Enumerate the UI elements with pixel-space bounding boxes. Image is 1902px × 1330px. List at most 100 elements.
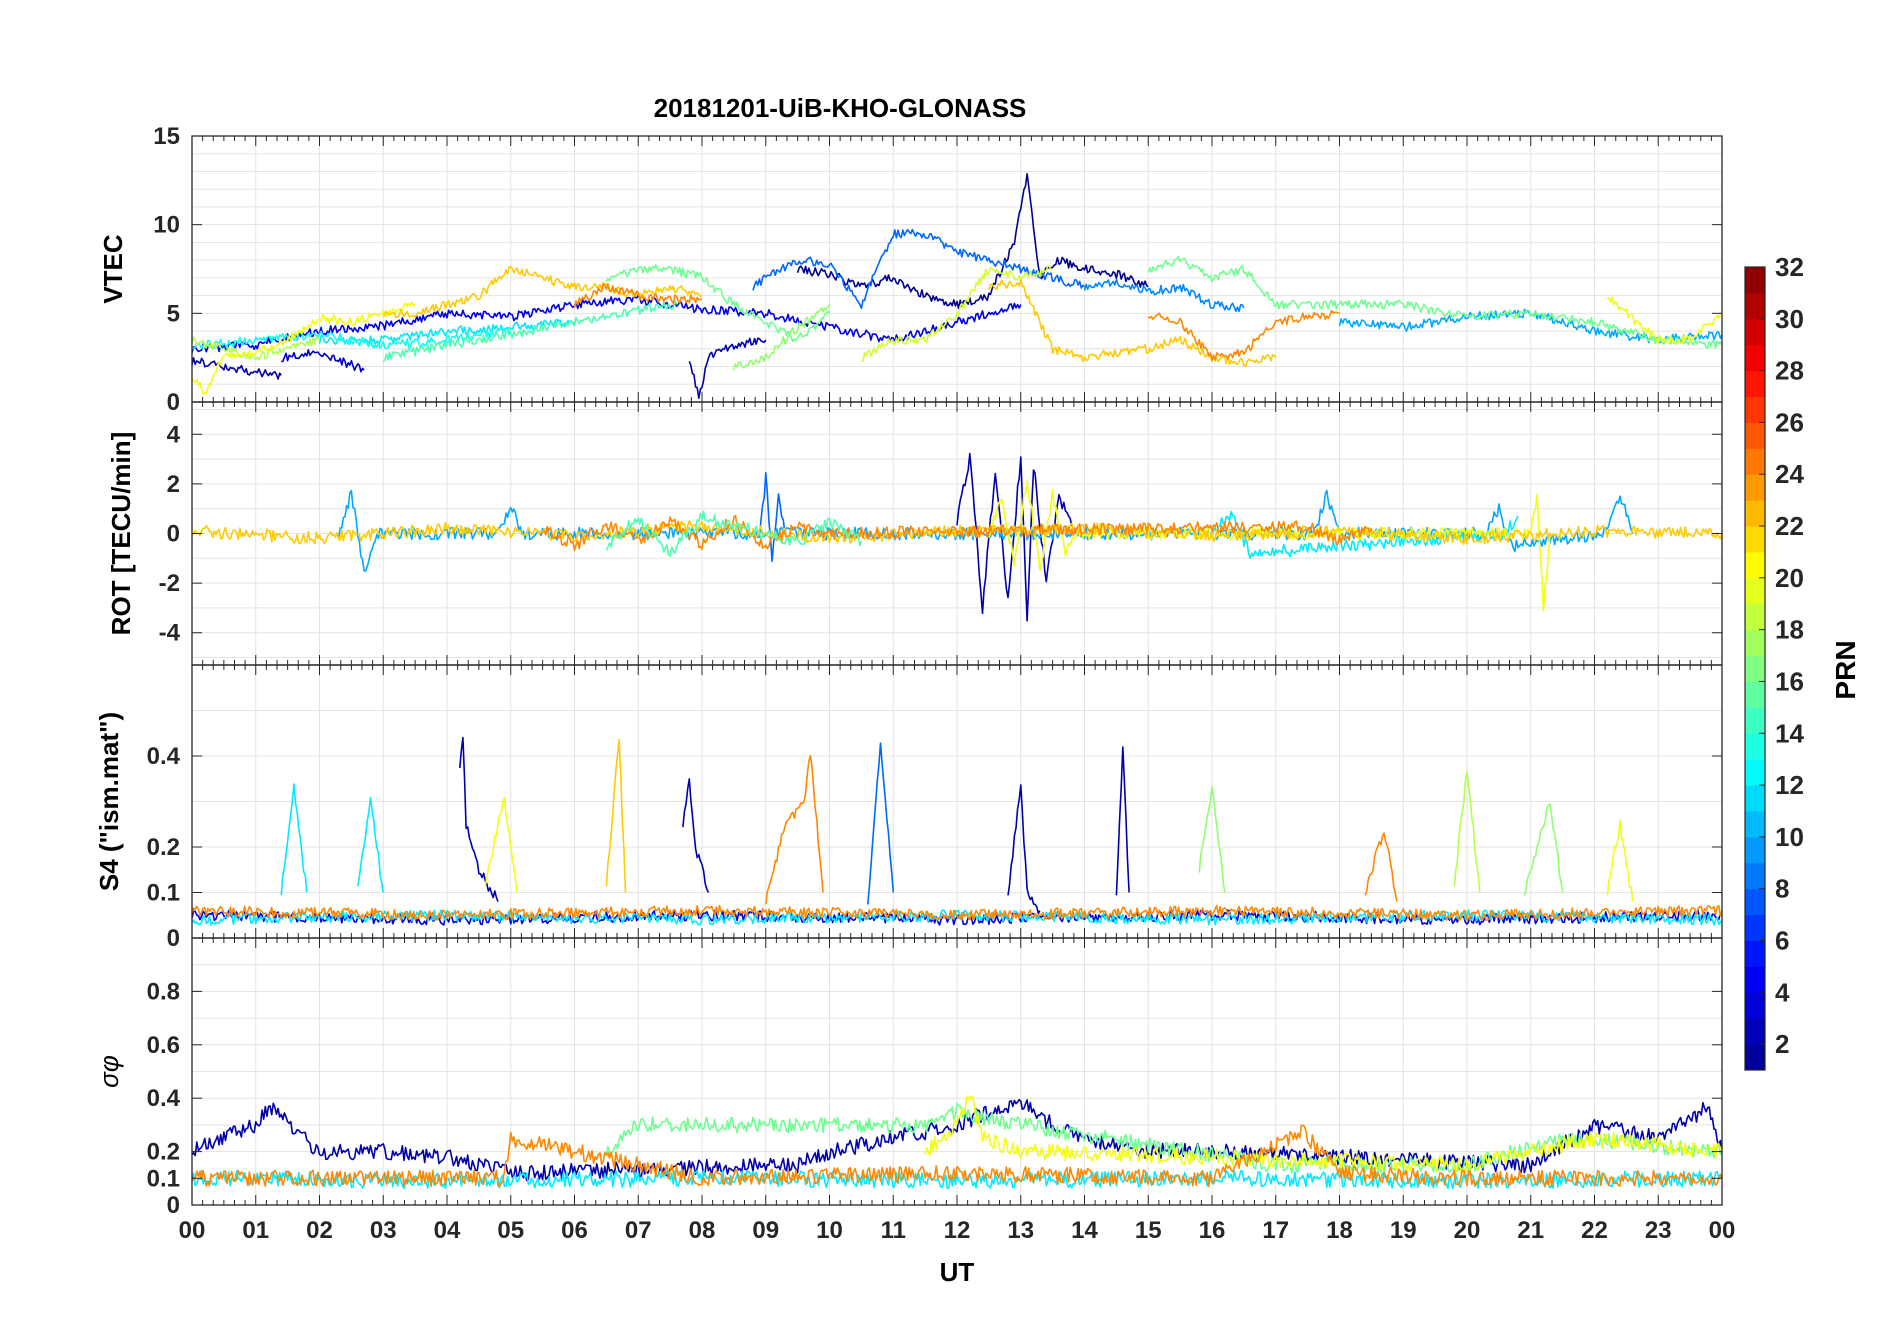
series-line-prn-2 <box>682 778 710 893</box>
colorbar-band <box>1745 862 1765 890</box>
panel-sigma_phi: 00.10.2 0.4 0.6 0.8 σφ <box>94 937 1723 1219</box>
x-tick-label: 22 <box>1581 1217 1608 1244</box>
y-tick-label: 0.1 <box>147 880 180 907</box>
x-tick-label: 20 <box>1454 1217 1481 1244</box>
x-tick-label: 17 <box>1262 1217 1289 1244</box>
series-line-prn-2 <box>459 736 499 902</box>
y-axis-label-VTEC: VTEC <box>98 234 128 304</box>
x-tick-label: 19 <box>1390 1217 1417 1244</box>
x-tick-label: 07 <box>625 1217 652 1244</box>
series-line-prn-22 <box>988 278 1277 368</box>
series-line-prn-24 <box>191 1124 1723 1188</box>
colorbar-tick-label: 32 <box>1775 252 1804 282</box>
series-line-prn-2 <box>956 452 1073 622</box>
series-line-prn-8 <box>758 471 786 563</box>
x-tick-label: 16 <box>1199 1217 1226 1244</box>
series-line-prn-16 <box>605 264 831 343</box>
colorbar-band <box>1745 603 1765 631</box>
series-line-prn-12 <box>357 796 385 893</box>
colorbar-band <box>1745 500 1765 527</box>
colorbar-band <box>1745 888 1765 916</box>
y-tick-label: 0 <box>167 925 180 952</box>
colorbar-band <box>1745 422 1765 449</box>
series-line-prn-24 <box>765 754 824 905</box>
colorbar-tick-label: 20 <box>1775 563 1804 593</box>
series-line-prn-12 <box>318 318 576 345</box>
series-line-prn-24 <box>573 283 703 309</box>
x-tick-label: 18 <box>1326 1217 1353 1244</box>
x-tick-label: 01 <box>242 1217 269 1244</box>
x-tick-label: 00 <box>1709 1217 1736 1244</box>
series-line-prn-24 <box>1147 309 1340 362</box>
series-line-prn-24 <box>1364 832 1398 902</box>
y-tick-label: 10 <box>153 212 180 239</box>
y-tick-label: 0 <box>167 389 180 416</box>
x-axis-label: UT <box>940 1257 975 1287</box>
colorbar-band <box>1745 448 1765 475</box>
panel-S4: 0 0.1 0.2 0.4 S4 ("ism.mat") <box>94 664 1723 952</box>
x-tick-label: 06 <box>561 1217 588 1244</box>
y-tick-label: 0.2 <box>147 834 180 861</box>
colorbar-tick-label: 4 <box>1775 977 1790 1007</box>
colorbar-tick-label: 6 <box>1775 925 1789 955</box>
x-tick-label: 05 <box>497 1217 524 1244</box>
series-line-prn-2 <box>191 357 282 380</box>
series-line-prn-20 <box>191 301 416 395</box>
colorbar-band <box>1745 344 1765 372</box>
series-line-prn-20 <box>924 1095 1723 1174</box>
x-tick-label: 13 <box>1007 1217 1034 1244</box>
x-tick-label: 14 <box>1071 1217 1098 1244</box>
colorbar-band <box>1745 785 1765 812</box>
colorbar-band <box>1745 267 1765 294</box>
colorbar-band <box>1745 759 1765 786</box>
panel-VTEC: 0 5 10 15 VTEC <box>98 123 1723 416</box>
y-axis-label-S4: S4 ("ism.mat") <box>94 712 124 891</box>
colorbar-band <box>1745 1044 1765 1071</box>
colorbar-band <box>1745 655 1765 682</box>
series-line-prn-8 <box>867 742 895 905</box>
series-line-prn-18 <box>1453 770 1481 893</box>
x-tick-label: 23 <box>1645 1217 1672 1244</box>
colorbar-band <box>1745 966 1765 993</box>
colorbar-band <box>1745 577 1765 605</box>
series-line-prn-17 <box>1198 785 1226 893</box>
x-tick-label: 03 <box>370 1217 397 1244</box>
series-line-prn-13 <box>191 326 512 350</box>
colorbar-tick-label: 24 <box>1775 459 1804 489</box>
colorbar-tick-label: 10 <box>1775 822 1804 852</box>
x-tick-label: 00 <box>179 1217 206 1244</box>
colorbar-label: PRN <box>1830 640 1861 699</box>
x-tick-label: 04 <box>434 1217 461 1244</box>
series-line-prn-20 <box>1606 296 1723 345</box>
x-tick-label: 11 <box>881 1217 906 1244</box>
colorbar-band <box>1745 681 1765 708</box>
colorbar-band <box>1745 396 1765 423</box>
series-line-prn-12 <box>280 783 308 896</box>
series-line-prn-20 <box>988 479 1551 612</box>
colorbar-band <box>1745 551 1765 579</box>
colorbar-tick-label: 18 <box>1775 615 1804 645</box>
colorbar-tick-label: 16 <box>1775 666 1804 696</box>
x-tick-label: 15 <box>1135 1217 1162 1244</box>
colorbar-tick-label: 2 <box>1775 1029 1789 1059</box>
colorbar-band <box>1745 1018 1765 1045</box>
y-tick-label: 0.1 <box>147 1165 180 1192</box>
colorbar-frame <box>1744 266 1766 1071</box>
x-tick-label: 02 <box>306 1217 333 1244</box>
colorbar-band <box>1745 733 1765 760</box>
series-line-prn-24 <box>542 514 1373 552</box>
colorbar-band <box>1745 992 1765 1019</box>
series-line-prn-2 <box>1115 746 1130 896</box>
colorbar-tick-label: 26 <box>1775 407 1804 437</box>
series-line-prn-2 <box>688 337 767 400</box>
series-line-prn-1 <box>796 173 1149 310</box>
series-line-prn-17 <box>733 304 831 371</box>
y-tick-label: 0.8 <box>147 978 180 1005</box>
series-line-prn-16 <box>1147 255 1723 349</box>
colorbar-tick-label: 30 <box>1775 304 1804 334</box>
series-line-prn-22 <box>382 265 703 319</box>
y-tick-label: 0.4 <box>147 1085 181 1112</box>
series-line-prn-20 <box>484 797 518 893</box>
